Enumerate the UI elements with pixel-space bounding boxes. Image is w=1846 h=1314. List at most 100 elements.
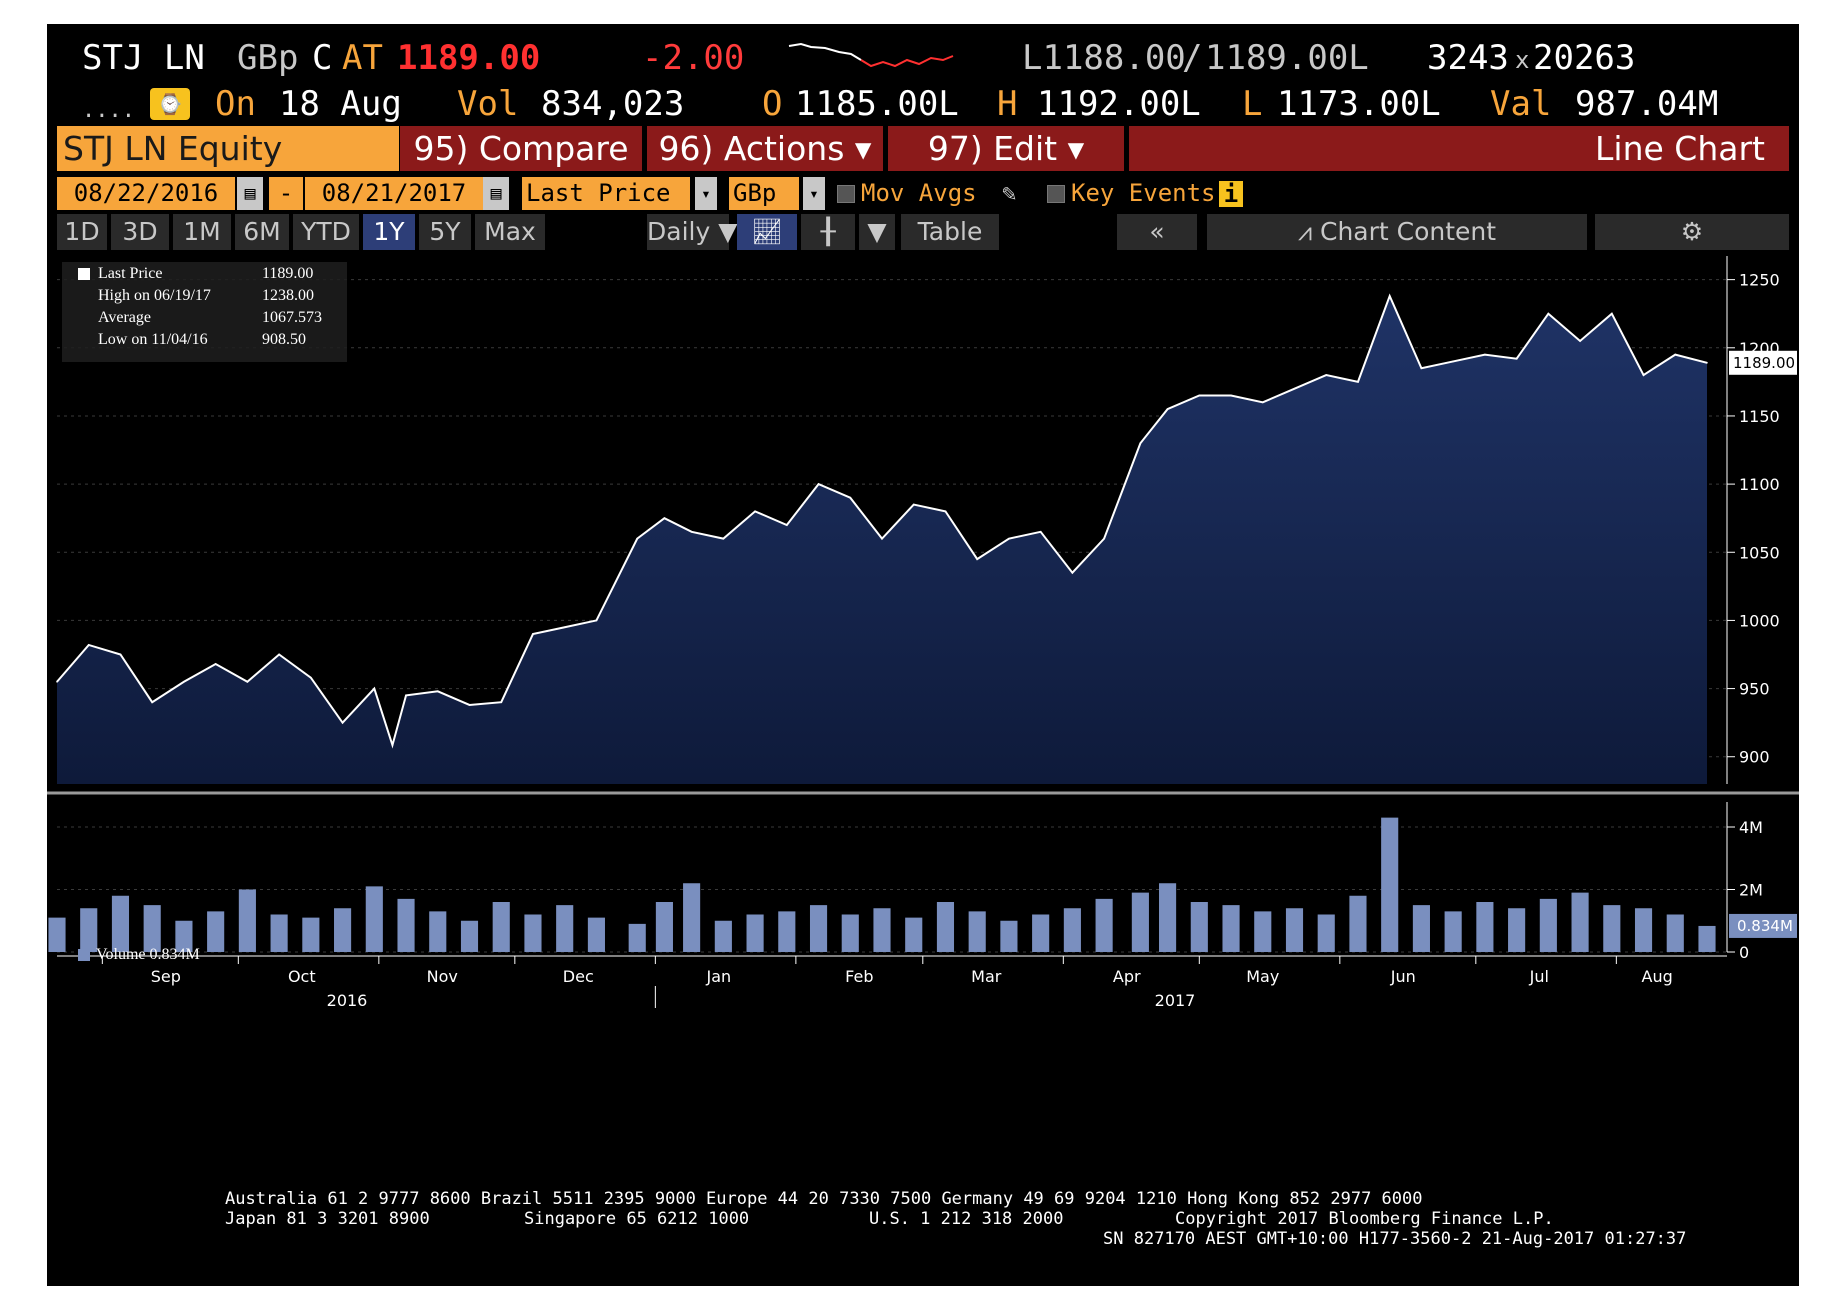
price-point — [1103, 537, 1105, 540]
price-point — [1611, 312, 1613, 315]
key-events-label: Key Events — [1071, 179, 1216, 207]
price-point — [881, 537, 883, 540]
volume-bar — [1131, 892, 1149, 952]
bid-ask-separator: / — [1182, 38, 1203, 78]
chart-content-label: Chart Content — [1319, 217, 1497, 246]
ticker: STJ LN — [82, 38, 205, 78]
candle-icon[interactable]: ╂ — [801, 214, 855, 250]
security-field[interactable]: STJ LN Equity — [57, 126, 399, 171]
compare-button[interactable]: 95) Compare — [400, 126, 642, 171]
last-price: 1189.00 — [397, 38, 541, 78]
price-point — [754, 510, 756, 513]
period-max[interactable]: Max — [475, 214, 545, 250]
daily-select[interactable]: Daily ▼ — [647, 214, 737, 250]
volume-y-axis: 0 2M 4M 0.834M — [1726, 802, 1797, 962]
net-change: -2.00 — [642, 38, 745, 78]
line-chart-icon[interactable]: 📈︎ — [737, 214, 797, 250]
date-separator: - — [269, 177, 303, 210]
price-point — [1139, 442, 1142, 445]
volume-bar — [556, 905, 574, 952]
price-point — [151, 701, 153, 704]
pencil-icon[interactable]: ✎ — [1002, 179, 1017, 207]
price-point — [817, 483, 820, 485]
bloomberg-terminal: STJ LN GBp C AT 1189.00 -2.00 L1188.00 /… — [47, 24, 1799, 1286]
price-point — [1325, 374, 1328, 376]
footer-line3: SN 827170 AEST GMT+10:00 H177-3560-2 21-… — [1103, 1229, 1687, 1249]
table-button[interactable]: Table — [901, 214, 999, 250]
dropdown-icon[interactable]: ▾ — [803, 177, 825, 210]
dropdown-icon[interactable]: ▼ — [859, 214, 895, 250]
start-date-input[interactable]: 08/22/2016 — [57, 177, 235, 210]
period-ytd[interactable]: YTD — [293, 214, 359, 250]
last-price-marker-label: 1189.00 — [1733, 354, 1795, 372]
edit-button[interactable]: 97) Edit ▾ — [888, 126, 1124, 171]
volume-bar — [111, 895, 130, 952]
calendar-icon[interactable]: ▤ — [483, 177, 509, 210]
volume-bar — [1222, 905, 1240, 952]
price-point — [1579, 340, 1581, 342]
chart-content-button[interactable]: ⩘ Chart Content — [1207, 214, 1587, 250]
quote-date: 18 Aug — [279, 84, 402, 124]
volume-bar — [655, 902, 673, 952]
chart-type-text: Line Chart — [1595, 129, 1765, 168]
legend-swatch — [78, 268, 90, 280]
volume-bar — [809, 905, 828, 952]
volume-bar — [1317, 914, 1335, 952]
volume-bar — [587, 917, 605, 952]
info-icon[interactable]: i — [1219, 181, 1243, 207]
open-price: 1185.00L — [795, 84, 959, 124]
volume-bar — [1698, 925, 1716, 952]
period-1m[interactable]: 1M — [173, 214, 231, 250]
period-1y[interactable]: 1Y — [363, 214, 415, 250]
ask-price: 1189.00L — [1205, 38, 1369, 78]
price-point — [1388, 295, 1391, 297]
price-point — [663, 517, 666, 519]
currency-select[interactable]: GBp — [729, 177, 799, 210]
volume-swatch — [78, 949, 90, 961]
price-point — [373, 687, 376, 690]
size-separator: x — [1515, 46, 1530, 74]
price-area — [56, 293, 1708, 784]
volume-bar — [683, 883, 701, 952]
key-events-checkbox[interactable] — [1047, 185, 1065, 203]
calendar-icon[interactable]: ▤ — [237, 177, 263, 210]
price-point — [849, 496, 852, 499]
volume-bar — [1444, 911, 1462, 952]
end-date-input[interactable]: 08/21/2017 — [305, 177, 483, 210]
price-point — [1071, 571, 1074, 574]
price-tick-label: 1100 — [1739, 475, 1780, 494]
bid-price: L1188.00 — [1022, 38, 1186, 78]
x-axis: Sep Oct Nov Dec Jan Feb Mar Apr May Jun Jul Aug 2016… — [57, 955, 1727, 1010]
currency: GBp — [237, 38, 299, 78]
settings-gear-icon[interactable]: ⚙ — [1595, 214, 1789, 250]
period-5y[interactable]: 5Y — [419, 214, 471, 250]
volume-bar — [524, 914, 542, 952]
legend-last-value: 1189.00 — [262, 265, 314, 282]
gauge-icon[interactable]: ⌚ — [150, 88, 190, 120]
volume-bar — [302, 917, 320, 952]
price-point — [944, 510, 947, 513]
volume-bar — [80, 908, 98, 952]
mov-avgs-checkbox[interactable] — [837, 185, 855, 203]
volume-tick-label: 2M — [1739, 881, 1763, 900]
field-select[interactable]: Last Price — [522, 177, 690, 210]
period-3d[interactable]: 3D — [111, 214, 169, 250]
price-point — [1008, 537, 1010, 540]
period-6m[interactable]: 6M — [235, 214, 289, 250]
volume-bar — [1412, 905, 1430, 952]
price-point — [1198, 394, 1201, 397]
period-1d[interactable]: 1D — [57, 214, 107, 250]
price-line — [56, 293, 1708, 749]
low-price: 1173.00L — [1277, 84, 1441, 124]
volume-bar — [207, 911, 225, 952]
dropdown-icon[interactable]: ▾ — [695, 177, 717, 210]
price-point — [786, 524, 788, 526]
x-month-label: Dec — [563, 967, 594, 986]
dropdown-icon: ▾ — [1067, 129, 1085, 168]
price-tick-label: 900 — [1739, 748, 1770, 767]
actions-button[interactable]: 96) Actions ▾ — [647, 126, 883, 171]
collapse-button[interactable]: « — [1117, 214, 1197, 250]
volume-bar — [1349, 895, 1367, 952]
